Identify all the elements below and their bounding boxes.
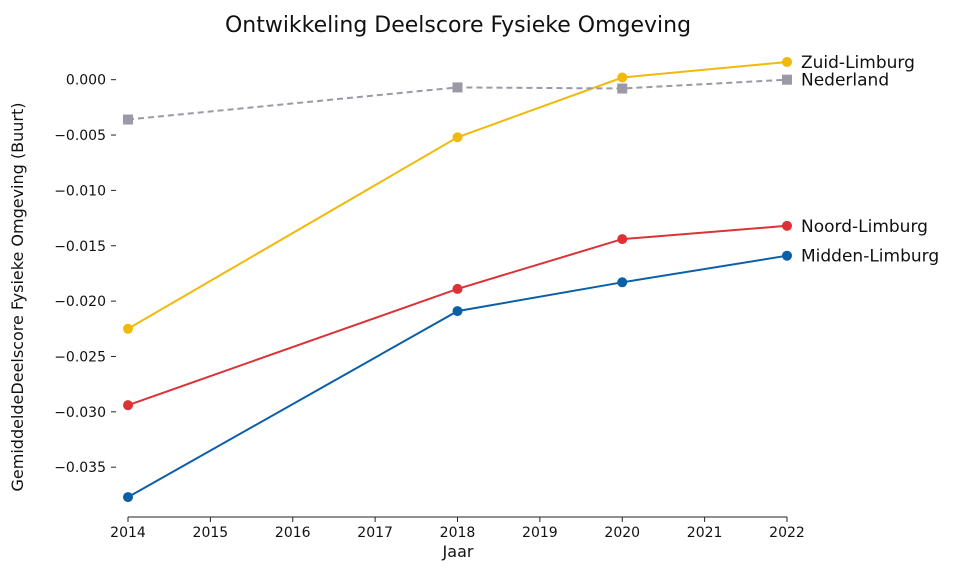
data-point-noord-limburg [123,400,133,411]
series-nederland: Nederland [123,71,889,125]
x-tick-label: 2021 [687,525,723,541]
x-tick-label: 2016 [275,525,311,541]
data-point-midden-limburg [452,306,463,317]
series-label-noord-limburg: Noord-Limburg [801,217,928,237]
series-label-midden-limburg: Midden-Limburg [801,247,939,267]
x-tick-label: 2020 [604,525,640,541]
data-point-nederland [452,82,463,93]
data-point-midden-limburg [123,492,133,503]
x-tick-label: 2019 [522,525,558,541]
y-tick-label: −0.010 [54,183,106,199]
x-tick-label: 2014 [110,525,146,541]
x-axis-label: Jaar [442,542,474,561]
data-point-nederland [782,74,792,85]
y-tick-label: 0.000 [66,73,106,89]
data-point-zuid-limburg [123,323,133,334]
y-tick-label: −0.015 [54,239,106,255]
series-line-zuid-limburg [127,61,788,330]
data-point-zuid-limburg [782,56,792,67]
data-point-nederland [123,114,133,125]
data-point-noord-limburg [782,220,792,231]
y-tick-label: −0.020 [54,294,106,310]
series-label-zuid-limburg: Zuid-Limburg [801,53,915,73]
y-tick-label: −0.005 [54,128,106,144]
x-tick-label: 2018 [440,525,476,541]
data-point-midden-limburg [782,250,792,261]
chart-title: Ontwikkeling Deelscore Fysieke Omgeving [225,13,691,38]
series-noord-limburg: Noord-Limburg [123,217,928,411]
y-tick-label: −0.025 [54,349,106,365]
x-tick-label: 2022 [769,525,805,541]
y-tick-label: −0.030 [54,405,106,421]
data-point-nederland [617,83,628,94]
series-zuid-limburg: Zuid-Limburg [123,53,915,334]
x-tick-label: 2017 [357,525,393,541]
data-point-zuid-limburg [617,72,628,83]
data-point-noord-limburg [617,234,628,245]
data-point-midden-limburg [617,277,628,288]
y-axis-label: GemiddeldeDeelscore Fysieke Omgeving (Bu… [8,103,27,492]
series-midden-limburg: Midden-Limburg [123,247,939,503]
data-point-noord-limburg [452,283,463,294]
x-tick-label: 2015 [193,525,229,541]
series-line-midden-limburg [127,254,788,498]
series-label-nederland: Nederland [801,71,889,91]
series-line-noord-limburg [127,224,788,407]
data-point-zuid-limburg [452,132,463,143]
y-tick-label: −0.035 [54,460,106,476]
axes: 2014 2015 2016 2017 2018 2019 2020 2021 2022 0.00… [54,73,805,541]
series-line-nederland [127,78,788,121]
